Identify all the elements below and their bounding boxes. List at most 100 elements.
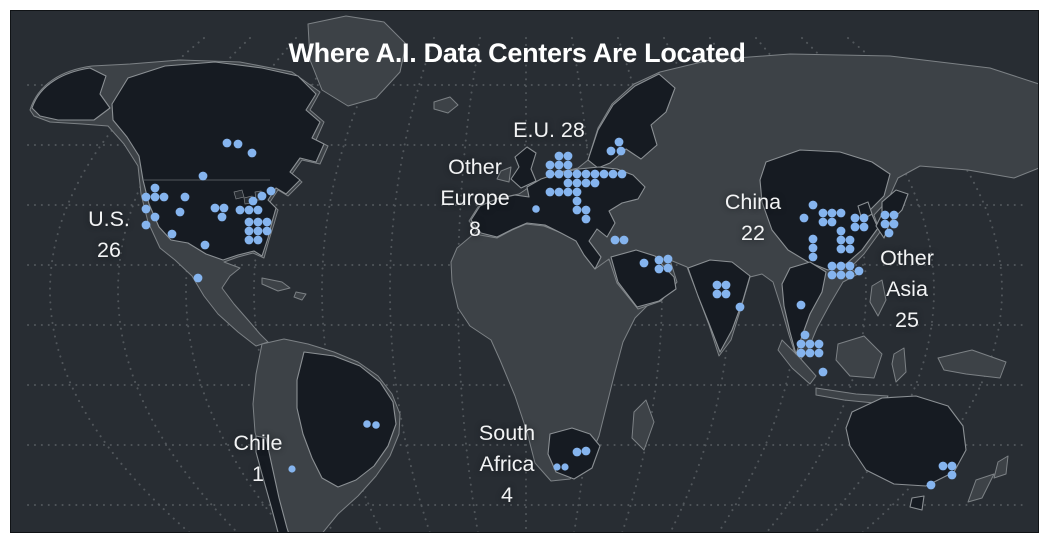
data-center-dot: [663, 263, 673, 273]
data-center-dot: [859, 222, 869, 232]
island-iceland: [433, 96, 459, 114]
graticule-meridian: [185, 37, 297, 532]
data-center-dot: [836, 261, 846, 271]
data-center-dot: [947, 461, 957, 471]
map-label-line: E.U. 28: [513, 118, 585, 142]
data-center-dot: [563, 151, 573, 161]
data-center-dot: [372, 421, 380, 429]
data-center-dot: [581, 214, 591, 224]
map-label-line: Chile: [233, 431, 283, 455]
data-center-dot: [244, 226, 254, 236]
lake-great-lakes-1: [233, 189, 245, 200]
data-center-dot: [836, 270, 846, 280]
data-center-dot: [581, 178, 591, 188]
map-label-south-africa: South Africa 4: [479, 418, 535, 511]
data-center-dot: [805, 339, 815, 349]
data-center-dot: [880, 219, 890, 229]
data-center-dot: [889, 210, 899, 220]
data-center-dot: [248, 196, 258, 206]
data-center-dot: [288, 465, 296, 473]
data-center-dot: [827, 208, 837, 218]
data-center-dot: [796, 339, 806, 349]
map-label-china: China 22: [725, 187, 781, 249]
map-label-line: Asia: [886, 277, 928, 301]
data-center-dot: [572, 205, 582, 215]
graticule-meridian: [389, 37, 435, 532]
data-center-dot: [712, 289, 722, 299]
map-panel: Where A.I. Data Centers Are Located U.S.…: [10, 10, 1039, 533]
data-center-dot: [796, 300, 806, 310]
graticule-meridian: [321, 37, 389, 532]
data-center-dot: [219, 203, 229, 213]
data-center-dot: [880, 210, 890, 220]
data-center-dot: [735, 302, 745, 312]
map-label-line: China: [724, 190, 782, 214]
data-center-dot: [654, 255, 664, 265]
country-australia: [845, 395, 967, 487]
data-center-dot: [150, 212, 160, 222]
map-label-other-europe: Other Europe 8: [440, 152, 509, 245]
map-label-chile: Chile 1: [234, 428, 283, 490]
island-philippines: [869, 279, 887, 317]
map-label-line: 1: [252, 462, 264, 486]
map-label-line: 4: [501, 483, 513, 507]
data-center-dot: [244, 205, 254, 215]
map-label-line: Other: [880, 246, 934, 270]
data-center-dot: [266, 186, 276, 196]
data-center-dot: [253, 217, 263, 227]
island-new-zealand-south: [967, 473, 995, 503]
data-center-dot: [610, 235, 620, 245]
island-new-zealand-north: [993, 455, 1009, 479]
data-center-dot: [222, 138, 232, 148]
map-label-line: 8: [469, 217, 481, 241]
data-center-dot: [210, 203, 220, 213]
data-center-dot: [581, 169, 591, 179]
data-center-dot: [141, 220, 151, 230]
data-center-dot: [217, 212, 227, 222]
map-label-line: South: [478, 421, 536, 445]
data-center-dot: [827, 270, 837, 280]
map-label-other-asia: Other Asia 25: [880, 243, 934, 336]
island-new-guinea: [937, 349, 1007, 379]
data-center-dot: [141, 204, 151, 214]
data-center-dot: [572, 196, 582, 206]
country-brazil: [296, 351, 397, 488]
data-center-dot: [532, 205, 540, 213]
country-tasmania: [909, 495, 925, 511]
data-center-dot: [253, 226, 263, 236]
data-center-dot: [889, 219, 899, 229]
data-center-dot: [554, 187, 564, 197]
data-center-dot: [639, 258, 649, 268]
data-center-dot: [563, 169, 573, 179]
data-center-dot: [854, 266, 864, 276]
data-center-dot: [845, 270, 855, 280]
island-hispaniola: [293, 291, 307, 301]
data-center-dot: [545, 160, 555, 170]
map-label-line: Africa: [479, 452, 535, 476]
country-chile: [255, 435, 289, 532]
data-center-dot: [253, 205, 263, 215]
island-cuba: [261, 277, 291, 292]
data-center-dot: [836, 244, 846, 254]
data-center-dot: [800, 330, 810, 340]
graticule-meridian: [755, 37, 867, 532]
data-center-dot: [845, 244, 855, 254]
data-center-dot: [796, 348, 806, 358]
data-center-dot: [606, 146, 616, 156]
data-center-dot: [836, 235, 846, 245]
data-center-dot: [563, 160, 573, 170]
data-center-dot: [599, 169, 609, 179]
island-ireland: [496, 166, 512, 183]
map-label-line: Europe: [440, 186, 510, 210]
data-center-dot: [553, 463, 561, 471]
data-center-dot: [561, 463, 569, 471]
data-center-dot: [818, 367, 828, 377]
data-center-dot: [619, 235, 629, 245]
map-label-eu: E.U. 28: [513, 115, 585, 146]
data-center-dot: [235, 205, 245, 215]
data-center-dot: [581, 205, 591, 215]
data-center-dot: [938, 461, 948, 471]
country-us-canada: [111, 61, 325, 261]
data-center-dot: [175, 207, 185, 217]
data-center-dot: [616, 146, 626, 156]
